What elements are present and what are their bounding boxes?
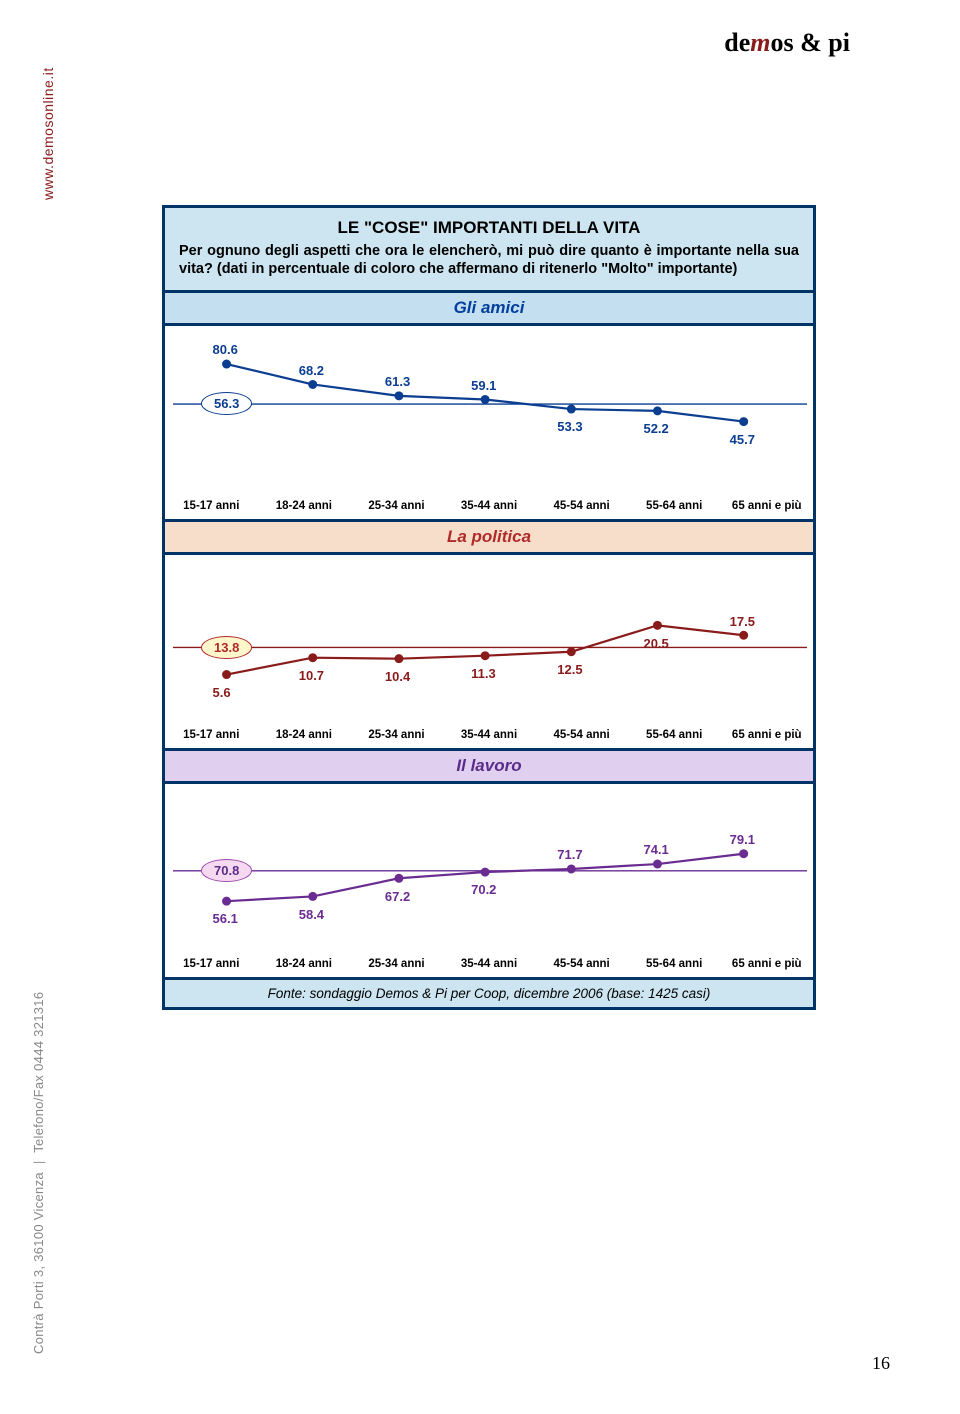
chart-title: Il lavoro <box>165 748 813 784</box>
data-label: 52.2 <box>643 421 668 436</box>
axis-label: 18-24 anni <box>258 500 351 512</box>
axis-labels: 15-17 anni18-24 anni25-34 anni35-44 anni… <box>165 958 813 970</box>
axis-label: 65 anni e più <box>720 958 813 970</box>
logo: demos & pi <box>724 28 850 58</box>
side-address-line1: Contrà Porti 3, 36100 Vicenza <box>31 1172 46 1354</box>
axis-label: 55-64 anni <box>628 500 721 512</box>
footnote: Fonte: sondaggio Demos & Pi per Coop, di… <box>165 977 813 1007</box>
chart-title: Gli amici <box>165 290 813 326</box>
panel-subtitle: Per ognuno degli aspetti che ora le elen… <box>179 242 799 278</box>
data-label: 80.6 <box>213 342 238 357</box>
axis-label: 35-44 anni <box>443 500 536 512</box>
panel-header: LE "COSE" IMPORTANTI DELLA VITA Per ognu… <box>165 208 813 290</box>
axis-label: 45-54 anni <box>535 500 628 512</box>
logo-pre: de <box>724 28 750 57</box>
axis-label: 65 anni e più <box>720 729 813 741</box>
axis-label: 15-17 anni <box>165 729 258 741</box>
axis-labels: 15-17 anni18-24 anni25-34 anni35-44 anni… <box>165 729 813 741</box>
axis-labels: 15-17 anni18-24 anni25-34 anni35-44 anni… <box>165 500 813 512</box>
axis-label: 35-44 anni <box>443 729 536 741</box>
data-label: 71.7 <box>557 847 582 862</box>
data-label: 10.7 <box>299 668 324 683</box>
chart-area: 13.8 5.6 10.7 10.4 11.3 12.5 20.5 17.5 15-17 ann… <box>165 555 813 748</box>
data-label: 10.4 <box>385 669 410 684</box>
data-label: 45.7 <box>730 432 755 447</box>
axis-label: 55-64 anni <box>628 729 721 741</box>
logo-m: m <box>750 28 770 57</box>
axis-label: 55-64 anni <box>628 958 721 970</box>
side-address: Contrà Porti 3, 36100 Vicenza | Telefono… <box>31 992 46 1354</box>
data-label: 12.5 <box>557 662 582 677</box>
data-label: 70.2 <box>471 882 496 897</box>
data-label: 79.1 <box>730 832 755 847</box>
data-label: 67.2 <box>385 889 410 904</box>
axis-label: 25-34 anni <box>350 500 443 512</box>
main-panel: LE "COSE" IMPORTANTI DELLA VITA Per ognu… <box>162 205 816 1010</box>
axis-label: 18-24 anni <box>258 729 351 741</box>
chart-area: 56.380.668.261.359.153.352.245.715-17 an… <box>165 326 813 519</box>
panel-title: LE "COSE" IMPORTANTI DELLA VITA <box>179 218 799 238</box>
axis-label: 15-17 anni <box>165 500 258 512</box>
chart-area: 70.856.158.467.270.271.774.179.115-17 an… <box>165 784 813 977</box>
axis-label: 15-17 anni <box>165 958 258 970</box>
axis-label: 35-44 anni <box>443 958 536 970</box>
data-label: 59.1 <box>471 378 496 393</box>
chart-title: La politica <box>165 519 813 555</box>
side-url: www.demosonline.it <box>40 67 56 200</box>
axis-label: 25-34 anni <box>350 729 443 741</box>
avg-badge: 13.8 <box>201 636 252 659</box>
data-label: 61.3 <box>385 374 410 389</box>
axis-label: 18-24 anni <box>258 958 351 970</box>
data-label: 17.5 <box>730 614 755 629</box>
side-address-line2: Telefono/Fax 0444 321316 <box>31 992 46 1153</box>
axis-label: 45-54 anni <box>535 729 628 741</box>
data-label: 74.1 <box>643 842 668 857</box>
data-label: 56.1 <box>213 911 238 926</box>
axis-label: 65 anni e più <box>720 500 813 512</box>
logo-post: os & pi <box>771 28 850 57</box>
data-label: 20.5 <box>643 636 668 651</box>
separator: | <box>31 1160 46 1164</box>
page-number: 16 <box>872 1353 890 1374</box>
data-label: 53.3 <box>557 419 582 434</box>
data-label: 58.4 <box>299 907 324 922</box>
axis-label: 25-34 anni <box>350 958 443 970</box>
axis-label: 45-54 anni <box>535 958 628 970</box>
data-label: 68.2 <box>299 363 324 378</box>
data-label: 5.6 <box>213 685 231 700</box>
data-label: 11.3 <box>471 666 496 681</box>
